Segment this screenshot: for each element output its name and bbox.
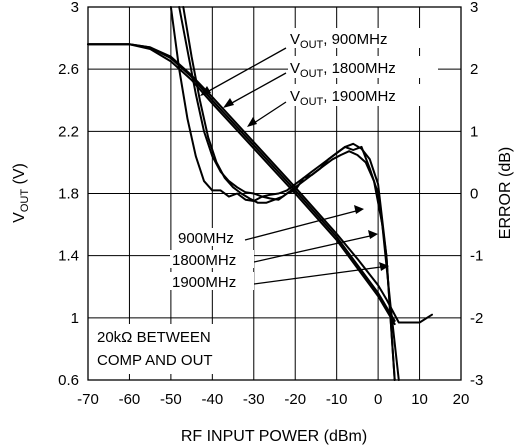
y-left-tick-label: 1.8 bbox=[58, 186, 79, 203]
arrowhead-err-900 bbox=[354, 205, 364, 214]
plot-frame bbox=[87, 6, 462, 381]
y-right-tick-label: -3 bbox=[470, 372, 483, 389]
x-tick-label: -10 bbox=[326, 391, 348, 408]
y-left-tick-label: 0.6 bbox=[58, 372, 79, 389]
leader-err-1900 bbox=[253, 266, 382, 285]
label-vout-1900: VOUT, 1900MHz bbox=[290, 88, 396, 108]
y-left-tick-label: 3 bbox=[71, 0, 79, 16]
note-line-2: COMP AND OUT bbox=[97, 352, 213, 369]
label-bg-vout-1800 bbox=[288, 56, 438, 78]
label-vout-1800: VOUT, 1800MHz bbox=[290, 60, 396, 80]
y-left-tick-label: 1 bbox=[71, 310, 79, 327]
arrowhead-vout-900 bbox=[200, 86, 211, 96]
y-right-axis-title: ERROR (dB) bbox=[497, 147, 514, 239]
curves bbox=[87, 6, 433, 381]
x-tick-label: 10 bbox=[411, 391, 428, 408]
note-line-1: 20kΩ BETWEEN bbox=[97, 329, 211, 346]
x-tick-label: -30 bbox=[243, 391, 265, 408]
vout-series-1800mhz bbox=[87, 43, 396, 322]
x-tick-label: -70 bbox=[77, 391, 99, 408]
y-right-tick-label: 2 bbox=[470, 61, 478, 78]
label-bg-err-900 bbox=[176, 228, 244, 246]
x-tick-label: -40 bbox=[201, 391, 223, 408]
arrowhead-vout-1800 bbox=[223, 98, 234, 108]
y-right-tick-label: -1 bbox=[470, 248, 483, 265]
x-axis-title: RF INPUT POWER (dBm) bbox=[181, 428, 367, 445]
y-left-tick-label: 1.4 bbox=[58, 248, 79, 265]
leader-vout-900 bbox=[206, 47, 287, 93]
y-left-tick-label: 2.6 bbox=[58, 61, 79, 78]
y-right-tick-label: 1 bbox=[470, 123, 478, 140]
y-right-tick-label: 3 bbox=[470, 0, 478, 16]
x-tick-label: 0 bbox=[374, 391, 382, 408]
arrowhead-vout-1900 bbox=[247, 117, 257, 127]
leader-err-900 bbox=[244, 210, 357, 241]
y-left-axis-title: VOUT (V) bbox=[11, 163, 31, 223]
label-bg-err-1900 bbox=[170, 272, 254, 290]
leader-err-1800 bbox=[253, 235, 371, 263]
annotation-leaders bbox=[200, 47, 389, 285]
x-tick-label: -60 bbox=[119, 391, 141, 408]
x-tick-label: -50 bbox=[160, 391, 182, 408]
y-right-tick-label: -2 bbox=[470, 310, 483, 327]
leader-vout-1800 bbox=[229, 72, 287, 105]
label-err-1800: 1800MHz bbox=[172, 252, 236, 269]
label-err-900: 900MHz bbox=[178, 230, 234, 247]
arrowhead-err-1900 bbox=[379, 262, 389, 271]
y-right-tick-label: 0 bbox=[470, 186, 478, 203]
leader-vout-1900 bbox=[253, 101, 287, 124]
label-bg-vout-1900 bbox=[288, 84, 436, 106]
label-err-1900: 1900MHz bbox=[172, 274, 236, 291]
note-bg bbox=[92, 324, 242, 374]
label-bg-vout-900 bbox=[288, 28, 436, 48]
y-left-tick-label: 2.2 bbox=[58, 123, 79, 140]
label-vout-900: VOUT, 900MHz bbox=[290, 31, 387, 51]
x-tick-label: 20 bbox=[453, 391, 470, 408]
vout-series-1900mhz bbox=[87, 43, 396, 326]
error-series-1900mhz bbox=[182, 6, 400, 381]
label-bg-err-1800 bbox=[170, 250, 254, 268]
error-series-1800mhz bbox=[178, 6, 396, 381]
arrowhead-err-1800 bbox=[368, 230, 378, 239]
tick-labels: -70 -60 -50 -40 -30 -20 -10 0 10 200.611.41.82.22… bbox=[58, 0, 483, 408]
x-tick-label: -20 bbox=[284, 391, 306, 408]
